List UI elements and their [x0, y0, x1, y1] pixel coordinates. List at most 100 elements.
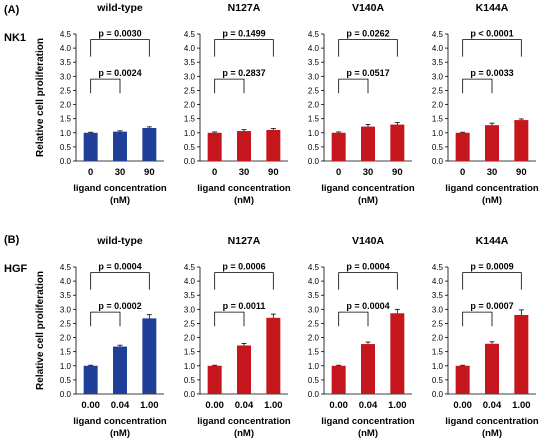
r1c1-y-tick-label: 3.0: [60, 72, 72, 81]
r2c3-bar-0: [331, 365, 346, 394]
r2c1-x-tick-label-2: 1.00: [140, 400, 159, 411]
r2c2-bracket-outer: [214, 272, 274, 290]
r2c4-y-tick-label: 1.5: [432, 348, 444, 357]
r1c3-y-tick-label: 0.0: [308, 157, 320, 166]
r2c1-x-tick-label-0: 0.00: [81, 400, 100, 411]
r2c1-y-tick-label: 3.0: [60, 305, 72, 314]
r1c2-xlabel-line2: (nM): [234, 195, 254, 206]
r1c3-p-value-outer: p = 0.0262: [346, 29, 389, 39]
r1c3-y-tick-label: 4.5: [308, 30, 320, 39]
r1c2-chart-title: N127A: [228, 2, 261, 14]
r1c1-y-tick-label: 1.0: [60, 129, 72, 138]
r2c2-bar-0: [207, 365, 222, 394]
r2c3-x-tick-label-1: 0.04: [359, 400, 378, 411]
r2c1-y-tick-label: 0.5: [60, 376, 72, 385]
charts-layer: wild-type 0.0 0.5 1.0 1.5 2.0 2.5 3.0 3.5 4.0 4.5 0…: [35, 2, 539, 438]
r1c1-y-axis-title: Relative cell proliferation: [35, 38, 46, 157]
r2c3-p-value-outer: p = 0.0004: [346, 262, 389, 272]
r1c2-x-tick-label-2: 90: [268, 167, 279, 178]
r2c2-xlabel-line2: (nM): [234, 428, 254, 438]
r2c1-chart-title: wild-type: [96, 235, 143, 247]
r2c4-y-tick-label: 3.0: [432, 305, 444, 314]
r2c1-bar-1: [113, 346, 127, 394]
r2c2-y-tick-label: 3.0: [184, 305, 196, 314]
r1c1-y-tick-label: 0.0: [60, 157, 72, 166]
r1c4-y-tick-label: 0.5: [432, 143, 444, 152]
r1c4-y-tick-label: 2.0: [432, 101, 444, 110]
r1c1-bracket-inner: [90, 78, 121, 94]
r1c1-bar-0: [83, 132, 98, 161]
r1c4-chart-title: K144A: [476, 2, 509, 14]
r2c2-x-tick-label-1: 0.04: [235, 400, 254, 411]
r1c3-chart-title: V140A: [352, 2, 385, 14]
r1c4-y-tick-label: 4.0: [432, 44, 444, 53]
r2c3-y-tick-label: 0.5: [308, 376, 320, 385]
r1c4-y-tick-label: 2.5: [432, 86, 444, 95]
r2c4-y-tick-label: 0.0: [432, 390, 444, 399]
r1c1-y-tick-label: 2.5: [60, 86, 72, 95]
r2c3-y-tick-label: 4.0: [308, 277, 320, 286]
r1c3-x-tick-label-2: 90: [392, 167, 403, 178]
r2c4-y-tick-label: 2.5: [432, 319, 444, 328]
r1c1-bar-2: [142, 127, 157, 161]
r1c1-p-value-inner: p = 0.0024: [98, 68, 141, 78]
r2c2-p-value-outer: p = 0.0006: [222, 262, 265, 272]
r1c2-p-value-inner: p = 0.2837: [222, 68, 265, 78]
r2c1-y-tick-label: 4.0: [60, 277, 72, 286]
panel-a-label: (A): [4, 4, 20, 16]
r1c4-p-value-inner: p = 0.0033: [470, 68, 513, 78]
r1c4-x-tick-label-2: 90: [516, 167, 527, 178]
r1c3-y-tick-label: 1.0: [308, 129, 320, 138]
r2c4-p-value-outer: p = 0.0009: [470, 262, 513, 272]
panel-b-row-label: HGF: [4, 263, 28, 275]
r1c3-y-tick-label: 4.0: [308, 44, 320, 53]
r2c1-xlabel-line1: ligand concentration: [73, 416, 167, 427]
r2c3-chart-title: V140A: [352, 235, 385, 247]
r2c3-bracket-outer: [338, 272, 398, 290]
r1c1-xlabel-line2: (nM): [110, 195, 130, 206]
r1c4-bar-2: [514, 120, 529, 161]
r2c2-y-tick-label: 0.0: [184, 390, 196, 399]
r1c3-y-tick-label: 3.5: [308, 58, 320, 67]
r2c4-bracket-outer: [462, 272, 522, 290]
r2c4-x-tick-label-2: 1.00: [512, 400, 531, 411]
r2c3-y-tick-label: 3.5: [308, 291, 320, 300]
r1c2-y-tick-label: 2.0: [184, 101, 196, 110]
r2c1-bar-0: [83, 365, 98, 394]
r1c2-bracket-outer: [214, 39, 274, 57]
r1c3-y-tick-label: 0.5: [308, 143, 320, 152]
r2c2-y-tick-label: 2.5: [184, 319, 196, 328]
r2c1-x-tick-label-1: 0.04: [111, 400, 130, 411]
r1c1-x-tick-label-0: 0: [88, 167, 93, 178]
r1c1-bar-1: [113, 131, 127, 161]
r1c1-x-tick-label-1: 30: [115, 167, 126, 178]
r2c1-bracket-inner: [90, 311, 121, 327]
r2c3-x-tick-label-2: 1.00: [388, 400, 407, 411]
r2c2-bar-1: [237, 345, 251, 394]
r1c1-bracket-outer: [90, 39, 150, 57]
r1c2-y-tick-label: 1.0: [184, 129, 196, 138]
r1c4-xlabel-line2: (nM): [482, 195, 502, 206]
r2c1-bracket-outer: [90, 272, 150, 290]
r1c4-bracket-outer: [462, 39, 522, 57]
r2c4-y-tick-label: 0.5: [432, 376, 444, 385]
r2c2-y-tick-label: 1.0: [184, 362, 196, 371]
r1c1-y-tick-label: 4.0: [60, 44, 72, 53]
r2c3-p-value-inner: p = 0.0004: [346, 301, 389, 311]
r1c3-y-tick-label: 2.5: [308, 86, 320, 95]
r2c3-y-tick-label: 2.0: [308, 334, 320, 343]
r2c3-y-tick-label: 3.0: [308, 305, 320, 314]
r1c2-bar-2: [266, 129, 281, 161]
r1c1-chart-title: wild-type: [96, 2, 143, 14]
r1c2-y-tick-label: 4.5: [184, 30, 196, 39]
r1c2-bracket-inner: [214, 78, 245, 94]
r1c2-xlabel-line1: ligand concentration: [197, 183, 291, 194]
r1c1-p-value-outer: p = 0.0030: [98, 29, 141, 39]
r2c2-x-tick-label-2: 1.00: [264, 400, 283, 411]
r1c4-bracket-inner: [462, 78, 493, 94]
r1c1-x-tick-label-2: 90: [144, 167, 155, 178]
r1c4-p-value-outer: p < 0.0001: [470, 29, 513, 39]
r2c3-y-tick-label: 1.5: [308, 348, 320, 357]
r1c2-x-tick-label-0: 0: [212, 167, 217, 178]
